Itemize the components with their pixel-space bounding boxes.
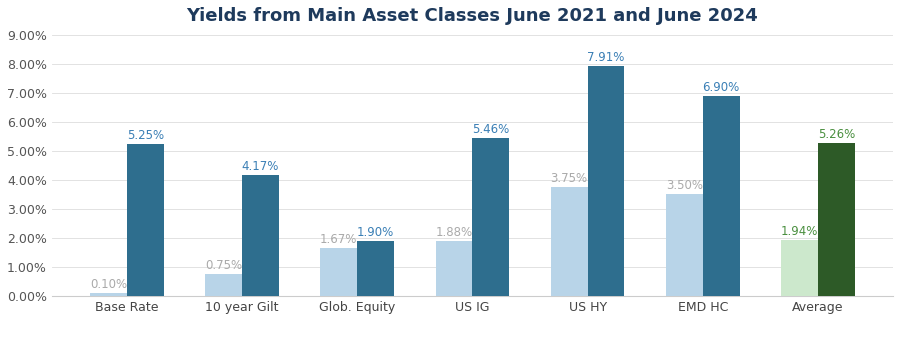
- Bar: [472, 138, 509, 296]
- Text: 1.94%: 1.94%: [781, 225, 818, 238]
- Text: 0.75%: 0.75%: [205, 259, 242, 272]
- Title: Yields from Main Asset Classes June 2021 and June 2024: Yields from Main Asset Classes June 2021…: [186, 7, 759, 25]
- Bar: [320, 248, 357, 296]
- Bar: [703, 96, 740, 296]
- Bar: [127, 144, 164, 296]
- Text: 5.46%: 5.46%: [472, 122, 509, 135]
- Text: 1.67%: 1.67%: [320, 232, 357, 245]
- Text: 0.10%: 0.10%: [90, 278, 127, 291]
- Bar: [781, 240, 818, 296]
- Bar: [588, 66, 625, 296]
- Text: 7.91%: 7.91%: [588, 51, 625, 64]
- Bar: [818, 143, 855, 296]
- Text: 5.26%: 5.26%: [818, 129, 855, 142]
- Bar: [666, 195, 703, 296]
- Bar: [551, 187, 588, 296]
- Bar: [90, 293, 127, 296]
- Text: 5.25%: 5.25%: [127, 129, 164, 142]
- Text: 3.50%: 3.50%: [666, 179, 703, 192]
- Bar: [242, 175, 279, 296]
- Bar: [357, 241, 394, 296]
- Bar: [205, 274, 242, 296]
- Text: 4.17%: 4.17%: [242, 160, 279, 173]
- Text: 6.90%: 6.90%: [703, 81, 740, 94]
- Bar: [436, 242, 472, 296]
- Text: 3.75%: 3.75%: [551, 172, 588, 185]
- Text: 1.88%: 1.88%: [436, 226, 472, 239]
- Text: 1.90%: 1.90%: [357, 226, 394, 239]
